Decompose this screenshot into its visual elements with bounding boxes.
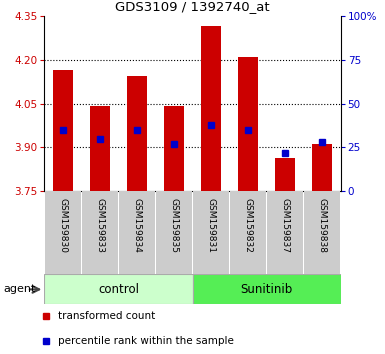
Bar [193,191,229,274]
Text: GSM159830: GSM159830 [58,198,67,253]
Text: GSM159838: GSM159838 [318,198,327,253]
Bar [119,191,155,274]
Bar [82,191,118,274]
Bar [305,191,340,274]
Bar [275,158,295,191]
Bar [192,274,341,304]
Bar [201,26,221,191]
Text: control: control [98,283,139,296]
Bar [44,274,192,304]
Text: GSM159835: GSM159835 [169,198,179,253]
Text: percentile rank within the sample: percentile rank within the sample [58,336,234,346]
Text: Sunitinib: Sunitinib [241,283,293,296]
Bar [312,144,332,191]
Text: agent: agent [4,284,36,295]
Title: GDS3109 / 1392740_at: GDS3109 / 1392740_at [115,0,270,13]
Bar [267,191,303,274]
Bar [53,70,73,191]
Bar [127,76,147,191]
Bar [45,191,80,274]
Text: GSM159837: GSM159837 [281,198,290,253]
Bar [164,107,184,191]
Bar [238,57,258,191]
Text: GSM159832: GSM159832 [244,198,253,253]
Text: GSM159831: GSM159831 [206,198,216,253]
Bar [90,107,110,191]
Bar [156,191,192,274]
Text: GSM159833: GSM159833 [95,198,104,253]
Text: GSM159834: GSM159834 [132,198,141,253]
Text: transformed count: transformed count [58,311,155,321]
Bar [230,191,266,274]
